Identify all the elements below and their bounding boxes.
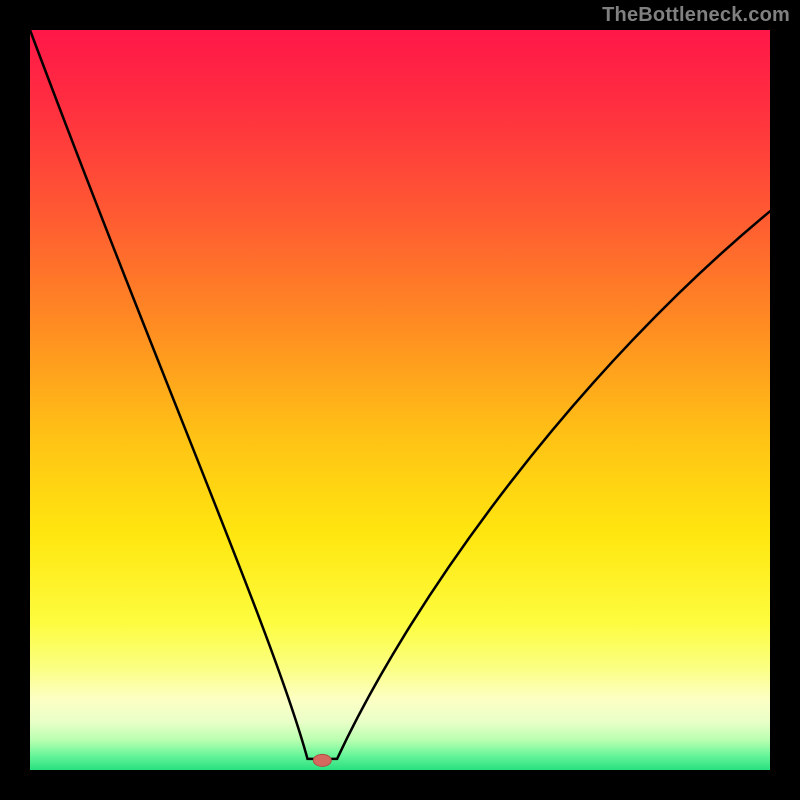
watermark-text: TheBottleneck.com <box>602 4 790 27</box>
chart-container: TheBottleneck.com <box>0 0 800 800</box>
bottleneck-chart <box>0 0 800 800</box>
plot-background <box>30 30 770 770</box>
optimal-point-marker <box>313 754 331 766</box>
